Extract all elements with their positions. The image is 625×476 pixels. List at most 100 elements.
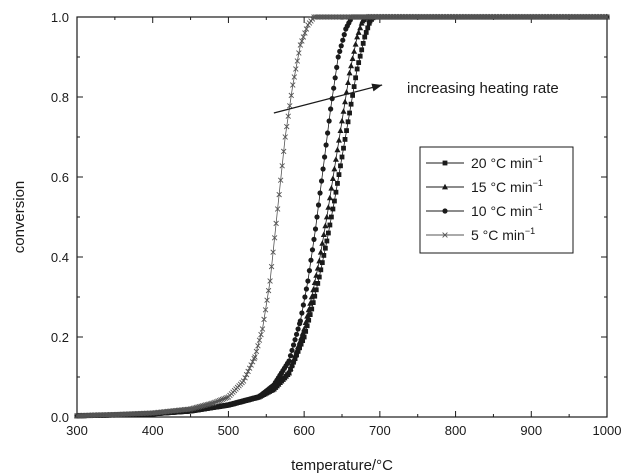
data-point <box>286 369 292 376</box>
data-point <box>344 128 349 133</box>
data-point <box>290 82 296 88</box>
data-point <box>356 60 362 65</box>
data-point <box>309 247 316 253</box>
data-point <box>240 378 247 384</box>
annotation-arrow <box>273 84 383 114</box>
data-point <box>339 154 345 160</box>
data-point <box>327 222 333 228</box>
data-point <box>351 48 358 54</box>
data-point <box>296 339 303 345</box>
data-point <box>349 55 356 61</box>
legend-marker <box>442 232 448 238</box>
x-tick-label: 500 <box>218 423 240 438</box>
data-point <box>308 257 314 263</box>
data-point <box>341 145 346 151</box>
data-point <box>315 281 321 286</box>
legend-label: 20 °C min−1 <box>471 154 543 171</box>
data-point <box>348 101 354 107</box>
series-x <box>74 14 610 419</box>
data-point <box>351 84 357 89</box>
data-point <box>303 286 310 292</box>
data-point <box>352 41 359 47</box>
data-point <box>317 190 323 196</box>
data-point <box>357 24 364 31</box>
data-point <box>246 365 253 371</box>
data-point <box>215 398 221 404</box>
data-point <box>279 163 285 169</box>
data-point <box>289 361 296 367</box>
x-tick-label: 400 <box>142 423 164 438</box>
data-point <box>341 31 347 38</box>
data-point <box>270 249 276 255</box>
data-point <box>338 163 343 169</box>
data-point <box>284 123 290 130</box>
data-point <box>304 323 310 329</box>
data-point <box>323 142 329 148</box>
data-point <box>326 118 332 124</box>
data-point <box>293 347 300 354</box>
data-point <box>245 368 251 375</box>
data-point <box>355 29 362 35</box>
data-point <box>213 399 220 405</box>
data-point <box>290 342 297 348</box>
data-point <box>268 263 275 270</box>
data-point <box>299 310 305 316</box>
data-point <box>300 338 306 343</box>
data-point <box>310 286 317 293</box>
data-point <box>291 74 298 80</box>
data-point <box>319 240 326 246</box>
legend: 20 °C min−1 15 °C min−1 10 °C min−1 5 °C mi… <box>419 146 574 254</box>
data-point <box>265 287 272 294</box>
data-point <box>331 165 338 172</box>
data-point <box>210 400 217 406</box>
data-point <box>288 92 294 99</box>
legend-item: 5 °C min−1 <box>426 226 535 243</box>
data-point <box>219 396 226 403</box>
data-point <box>287 103 293 109</box>
data-point <box>252 354 258 360</box>
data-point <box>256 337 263 343</box>
data-point <box>317 249 324 255</box>
data-point <box>248 362 254 368</box>
data-point <box>267 278 273 284</box>
data-point <box>337 48 343 55</box>
data-point <box>604 14 610 20</box>
data-point <box>255 343 261 349</box>
data-point <box>335 54 341 60</box>
data-point <box>305 306 312 313</box>
legend-marker <box>442 160 448 166</box>
data-point <box>345 79 352 85</box>
data-point <box>336 172 342 177</box>
data-point <box>325 130 331 136</box>
data-point <box>338 43 344 49</box>
y-axis-title: conversion <box>11 181 28 254</box>
data-point <box>300 302 306 308</box>
y-tick-label: 1.0 <box>51 10 69 25</box>
data-point <box>302 30 308 36</box>
data-point <box>354 66 360 72</box>
data-point <box>301 334 307 340</box>
data-point <box>261 316 267 323</box>
data-point <box>353 75 359 81</box>
data-point <box>321 154 328 160</box>
data-point <box>325 230 331 236</box>
data-point <box>363 30 369 35</box>
data-point <box>348 62 355 69</box>
data-point <box>314 214 320 220</box>
data-point <box>212 399 218 406</box>
legend-item: 10 °C min−1 <box>426 202 543 219</box>
data-point <box>345 119 351 125</box>
data-point <box>333 189 339 195</box>
data-point <box>305 278 311 284</box>
data-point <box>222 395 229 401</box>
data-point <box>294 58 301 64</box>
legend-marker <box>442 208 448 214</box>
data-point <box>322 245 328 251</box>
data-point <box>326 194 333 201</box>
data-point <box>334 146 341 153</box>
data-point <box>313 272 320 278</box>
x-axis-title: temperature/°C <box>291 457 393 474</box>
data-point <box>295 326 301 332</box>
data-point <box>357 53 363 59</box>
